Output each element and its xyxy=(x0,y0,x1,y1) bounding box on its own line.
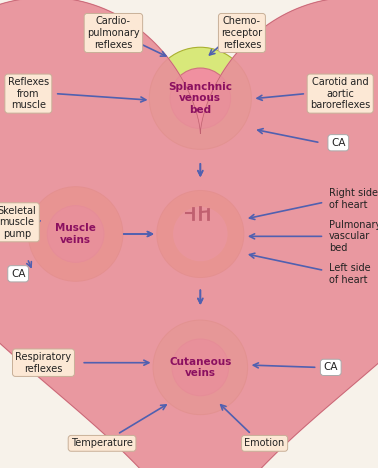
Ellipse shape xyxy=(157,190,244,278)
Ellipse shape xyxy=(170,68,231,129)
Text: Skeletal
muscle
pump: Skeletal muscle pump xyxy=(0,206,36,239)
Ellipse shape xyxy=(172,339,229,396)
Text: Reflexes
from
muscle: Reflexes from muscle xyxy=(8,77,49,110)
Text: CA: CA xyxy=(324,362,338,373)
Ellipse shape xyxy=(153,320,248,415)
Text: Respiratory
reflexes: Respiratory reflexes xyxy=(15,352,71,373)
Text: Right side
of heart: Right side of heart xyxy=(329,188,378,210)
Text: Carotid and
aortic
baroreflexes: Carotid and aortic baroreflexes xyxy=(310,77,370,110)
Text: CA: CA xyxy=(331,138,345,148)
Text: Cutaneous
veins: Cutaneous veins xyxy=(169,357,232,378)
Ellipse shape xyxy=(28,187,123,281)
Text: CA: CA xyxy=(11,269,25,279)
Text: Muscle
veins: Muscle veins xyxy=(55,223,96,245)
Text: Left side
of heart: Left side of heart xyxy=(329,263,370,285)
Ellipse shape xyxy=(173,207,228,261)
Text: Emotion: Emotion xyxy=(245,439,285,448)
Text: Splanchnic
venous
bed: Splanchnic venous bed xyxy=(168,82,232,115)
Text: Cardio-
pulmonary
reflexes: Cardio- pulmonary reflexes xyxy=(87,16,140,50)
Text: Pulmonary
vascular
bed: Pulmonary vascular bed xyxy=(329,220,378,253)
Text: Temperature: Temperature xyxy=(71,439,133,448)
Text: Chemo-
receptor
reflexes: Chemo- receptor reflexes xyxy=(222,16,262,50)
Ellipse shape xyxy=(149,47,251,149)
Ellipse shape xyxy=(47,205,104,263)
